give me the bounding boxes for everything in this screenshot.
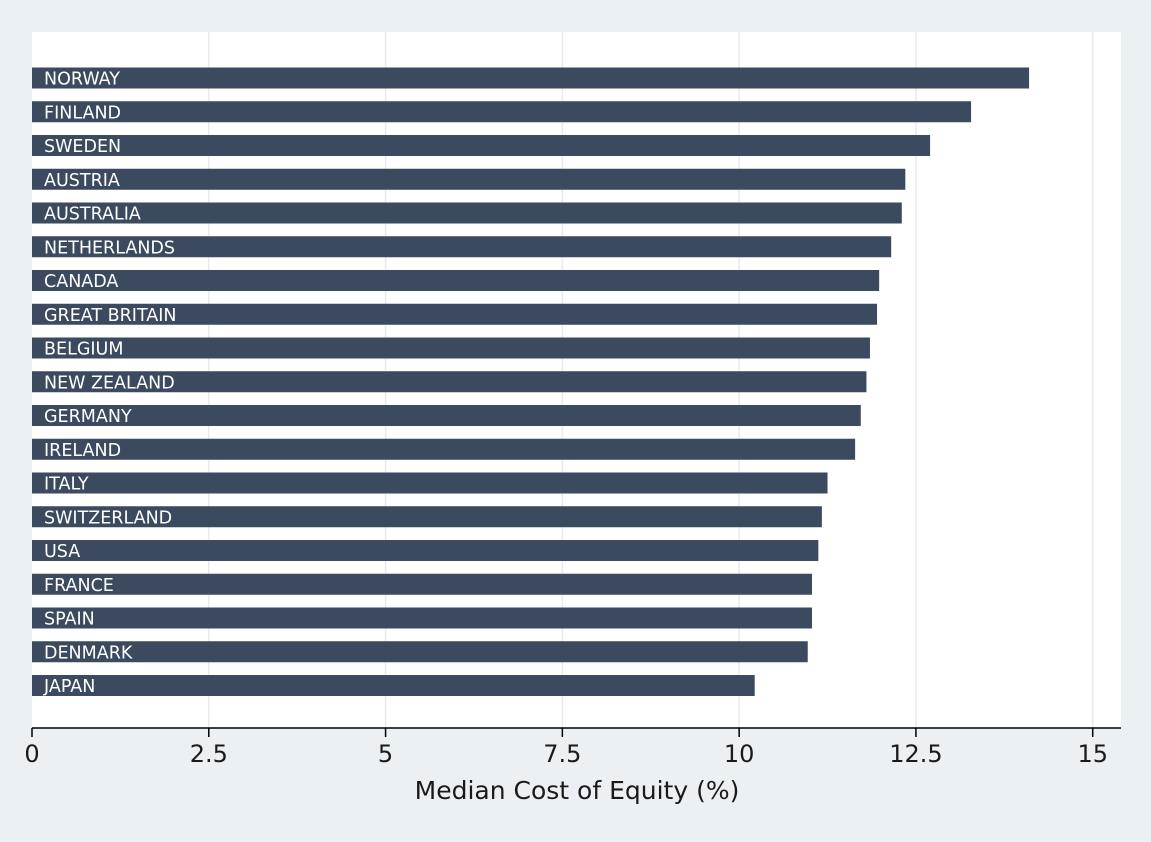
bar — [32, 641, 808, 663]
bar-category-label: USA — [44, 542, 80, 562]
bar — [32, 438, 856, 460]
bar-category-label: AUSTRALIA — [44, 205, 141, 225]
x-tick-label: 2.5 — [190, 740, 228, 768]
bar-category-label: IRELAND — [44, 441, 121, 461]
bar — [32, 472, 828, 494]
x-tick-label: 7.5 — [543, 740, 581, 768]
bar — [32, 236, 892, 258]
x-tick-label: 10 — [724, 740, 755, 768]
x-axis-title: Median Cost of Equity (%) — [415, 776, 740, 805]
bar — [32, 270, 880, 291]
bar — [32, 675, 755, 696]
x-axis-ticks: 0 2.5 5 7.5 10 12.5 15 — [24, 728, 1108, 768]
bar — [32, 506, 822, 528]
bar-category-label: BELGIUM — [44, 340, 123, 360]
bar — [32, 303, 878, 325]
bar-category-label: SWITZERLAND — [44, 508, 172, 528]
bar-labels: NORWAY FINLAND SWEDEN AUSTRIA AUSTRALIA NETHE… — [43, 70, 177, 698]
bar-category-label: JAPAN — [43, 677, 95, 697]
bar — [32, 405, 861, 426]
bar — [32, 371, 867, 393]
bar — [32, 573, 812, 595]
bar-category-label: ITALY — [44, 475, 89, 495]
bar — [32, 202, 902, 224]
bar — [32, 540, 819, 561]
bar-category-label: FRANCE — [44, 576, 114, 596]
bar — [32, 337, 870, 359]
bar-category-label: SPAIN — [44, 610, 95, 630]
bar — [32, 135, 931, 156]
bar — [32, 101, 972, 123]
bar — [32, 168, 906, 190]
bar-category-label: AUSTRIA — [44, 171, 120, 191]
bar — [32, 607, 812, 629]
bar-category-label: GREAT BRITAIN — [44, 306, 177, 326]
x-tick-label: 15 — [1077, 740, 1108, 768]
bar-category-label: SWEDEN — [44, 137, 121, 157]
bar-category-label: GERMANY — [44, 407, 132, 427]
x-tick-label: 5 — [378, 740, 393, 768]
bar-category-label: CANADA — [44, 272, 118, 292]
bar-category-label: DENMARK — [44, 643, 133, 663]
x-tick-label: 0 — [24, 740, 39, 768]
x-tick-label: 12.5 — [889, 740, 942, 768]
bars — [32, 67, 1030, 696]
bar-category-label: FINLAND — [44, 103, 121, 123]
bar-category-label: NEW ZEALAND — [44, 373, 175, 393]
bar-category-label: NORWAY — [44, 70, 120, 90]
bar — [32, 67, 1030, 89]
bar-category-label: NETHERLANDS — [44, 238, 175, 258]
